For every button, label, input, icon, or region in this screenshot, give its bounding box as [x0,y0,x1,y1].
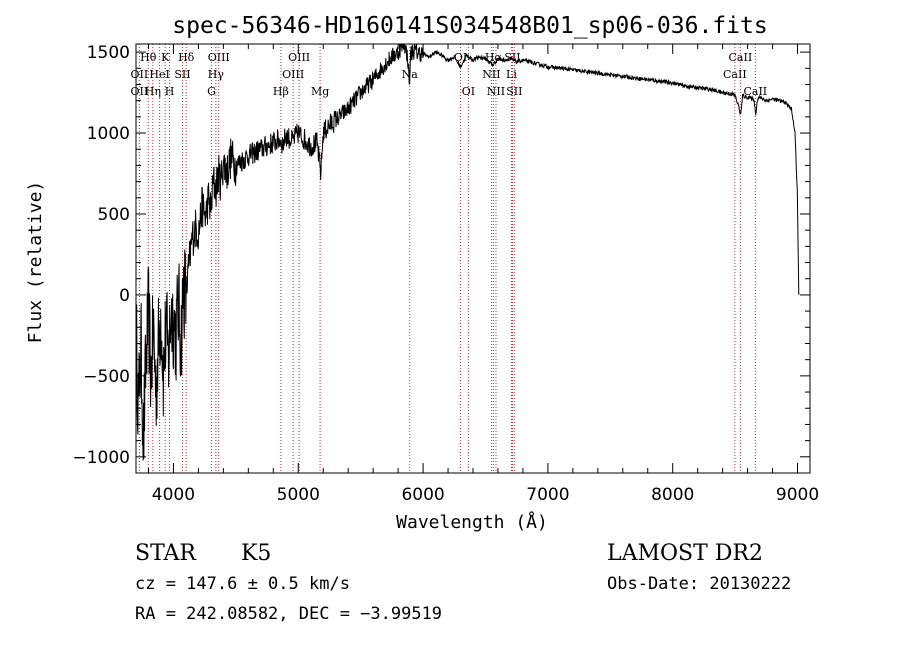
y-axis-ticks: −1000 −500 0 500 1000 1500 [72,43,810,468]
class-label: STAR [135,541,197,566]
plot-frame [136,44,810,473]
line-label: OIII [288,51,310,64]
line-label: K [161,51,170,64]
line-label: SII [174,68,190,81]
obs-date-label: Obs-Date: 20130222 [607,574,791,594]
emission-line-markers [139,44,755,473]
subclass-label: K5 [241,541,271,566]
line-label: Hγ [208,68,225,81]
line-label: NII [482,68,500,81]
x-tick-label: 6000 [401,485,444,505]
line-label: OI [462,85,475,98]
line-label: CaII [723,68,747,81]
line-label: Hη [145,85,161,98]
line-label: Hδ [178,51,195,64]
survey-label: LAMOST DR2 [607,541,763,566]
line-label: NII [487,85,505,98]
line-label: SII [506,85,522,98]
line-label: G [207,85,216,98]
line-label: Hα [485,51,503,64]
line-label: Hθ [140,51,157,64]
line-label: Hβ [273,85,289,98]
redshift-label: cz = 147.6 ± 0.5 km/s [135,574,350,594]
line-label: OIII [208,51,230,64]
x-tick-label: 5000 [277,485,320,505]
x-tick-label: 8000 [651,485,694,505]
chart-title: spec-56346-HD160141S034548B01_sp06-036.f… [172,13,767,39]
line-label: HeI [149,68,169,81]
y-tick-label: 500 [98,205,130,225]
line-label: CaII [729,51,753,64]
line-label: Li [506,68,517,81]
y-tick-label: −1000 [72,448,130,468]
y-axis-label: Flux (relative) [25,181,46,344]
x-tick-label: 4000 [152,485,195,505]
coordinates-label: RA = 242.08582, DEC = −3.99519 [135,604,442,624]
y-tick-label: 1500 [87,43,130,63]
x-tick-label: 7000 [526,485,569,505]
line-label: OII [131,68,149,81]
x-axis-label: Wavelength (Å) [396,511,548,533]
line-label: H [165,85,175,98]
y-tick-label: 1000 [87,124,130,144]
y-tick-label: −500 [83,367,130,387]
x-tick-label: 9000 [776,485,819,505]
line-label: CaII [743,85,767,98]
spectrum-line [136,44,799,461]
x-axis-ticks: 4000 5000 6000 7000 8000 9000 [148,44,819,505]
emission-line-labels: Hθ K Hδ OIII OIII OI Hα SII CaII OII HeI SII Hγ OIII N… [131,51,768,98]
line-label: Mg [311,85,329,98]
y-tick-label: 0 [119,286,130,306]
line-label: OIII [282,68,304,81]
